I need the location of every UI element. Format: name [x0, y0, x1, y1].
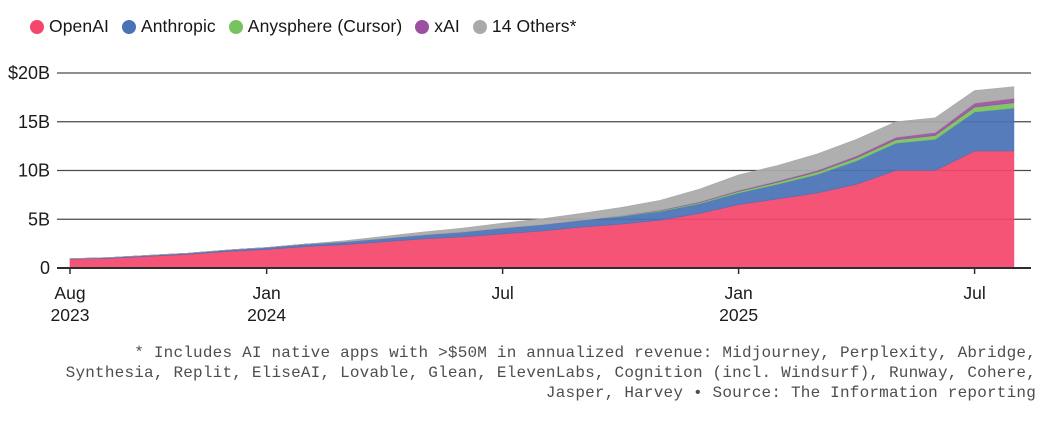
y-tick-label: 5B — [28, 209, 50, 229]
legend-dot-openai — [30, 19, 44, 34]
legend-label-anthropic: Anthropic — [140, 16, 216, 36]
legend-dot-xai — [415, 19, 430, 34]
x-tick-label: Jan — [725, 283, 753, 303]
legend-label-openai: OpenAI — [49, 16, 109, 36]
x-tick-label: Jul — [491, 283, 513, 303]
footnote-line-2: Synthesia, Replit, EliseAI, Lovable, Gle… — [65, 364, 1036, 382]
legend-dot-anysphere — [228, 19, 243, 34]
area-band-14-others — [69, 86, 1015, 259]
legend-label-14-others: 14 Others* — [491, 16, 577, 36]
footnote-line-1: * Includes AI native apps with >$50M in … — [134, 344, 1036, 362]
legend-item-14-others: 14 Others* — [472, 16, 577, 37]
y-tick-label: 15B — [18, 112, 50, 132]
legend-dot-14-others — [472, 19, 487, 34]
legend-label-anysphere: Anysphere (Cursor) — [247, 16, 403, 36]
chart-legend: OpenAI Anthropic Anysphere (Cursor) xAI … — [30, 16, 577, 37]
chart-footnote: * Includes AI native apps with >$50M in … — [8, 343, 1036, 403]
legend-item-xai: xAI — [415, 16, 460, 37]
legend-item-anysphere: Anysphere (Cursor) — [228, 16, 403, 37]
x-tick-year-label: 2024 — [247, 305, 286, 325]
legend-item-openai: OpenAI — [30, 16, 109, 37]
y-axis-labels: $20B 15B 10B 5B 0 — [8, 63, 50, 278]
y-tick-label: 10B — [18, 161, 50, 181]
legend-item-anthropic: Anthropic — [121, 16, 216, 37]
y-tick-label: 0 — [40, 258, 50, 278]
x-axis — [57, 267, 1031, 274]
y-tick-label: $20B — [8, 63, 50, 83]
x-tick-label: Jul — [963, 283, 985, 303]
x-tick-label: Jan — [253, 283, 281, 303]
legend-label-xai: xAI — [434, 16, 460, 36]
plot-area: $20B 15B 10B 5B 0 Aug 2023 Jan 2024 Jul Jan 2025 Jul — [0, 55, 1052, 325]
footnote-line-3: Jasper, Harvey • Source: The Information… — [545, 384, 1036, 402]
x-tick-year-label: 2023 — [51, 305, 90, 325]
x-tick-year-label: 2025 — [719, 305, 758, 325]
legend-dot-anthropic — [121, 19, 136, 34]
x-tick-label: Aug — [54, 283, 85, 303]
series-bands — [69, 86, 1015, 269]
